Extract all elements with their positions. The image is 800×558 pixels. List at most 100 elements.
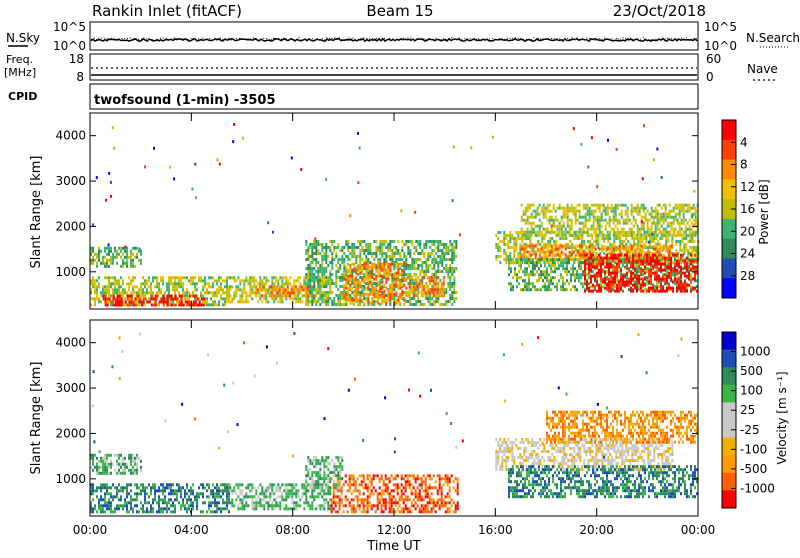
- data-cell: [535, 213, 537, 216]
- data-cell: [181, 304, 183, 307]
- data-cell: [632, 278, 634, 281]
- data-cell: [644, 266, 646, 269]
- data-cell: [178, 285, 180, 288]
- data-cell: [669, 213, 671, 216]
- data-cell: [552, 282, 554, 285]
- data-cell: [614, 290, 616, 293]
- data-cell: [655, 225, 657, 228]
- data-cell: [618, 254, 620, 257]
- data-cell: [455, 297, 457, 300]
- data-cell: [570, 267, 572, 270]
- data-cell: [103, 298, 105, 301]
- data-cell: [343, 252, 345, 255]
- data-cell: [297, 300, 299, 303]
- data-cell: [96, 469, 98, 472]
- data-cell: [608, 263, 610, 266]
- data-cell: [433, 300, 435, 303]
- data-cell: [683, 234, 685, 237]
- data-cell: [158, 303, 160, 306]
- data-cell: [335, 264, 337, 267]
- data-cell: [206, 297, 208, 300]
- data-cell: [134, 463, 136, 466]
- data-cell: [189, 301, 191, 304]
- data-cell: [126, 466, 128, 469]
- data-cell: [549, 204, 551, 207]
- data-cell: [383, 273, 385, 276]
- data-cell: [569, 245, 571, 248]
- data-cell: [615, 237, 617, 240]
- data-cell: [441, 270, 443, 273]
- data-cell: [357, 132, 359, 135]
- data-cell: [592, 270, 594, 273]
- data-cell: [116, 282, 118, 285]
- data-cell: [557, 251, 559, 254]
- data-cell: [596, 290, 598, 293]
- data-cell: [176, 285, 178, 288]
- data-cell: [631, 228, 633, 231]
- data-cell: [401, 246, 403, 249]
- data-cell: [337, 246, 339, 249]
- data-cell: [597, 216, 599, 219]
- data-cell: [499, 246, 501, 249]
- colorbar-tick-label: 20: [740, 224, 755, 238]
- data-cell: [195, 295, 197, 298]
- data-cell: [595, 216, 597, 219]
- data-cell: [546, 270, 548, 273]
- data-cell: [681, 210, 683, 213]
- data-cell: [119, 301, 121, 304]
- data-cell: [128, 469, 130, 472]
- data-cell: [526, 261, 528, 264]
- data-cell: [503, 237, 505, 240]
- data-cell: [239, 288, 241, 291]
- data-cell: [174, 282, 176, 285]
- data-cell: [166, 282, 168, 285]
- data-cell: [307, 297, 309, 300]
- data-cell: [683, 249, 685, 252]
- data-cell: [631, 234, 633, 237]
- data-cell: [329, 249, 331, 252]
- data-cell: [327, 282, 329, 285]
- data-cell: [614, 275, 616, 278]
- data-cell: [415, 246, 417, 249]
- data-cell: [115, 298, 117, 301]
- data-cell: [614, 261, 616, 264]
- data-cell: [666, 270, 668, 273]
- data-cell: [98, 256, 100, 259]
- data-cell: [233, 123, 235, 126]
- data-cell: [621, 204, 623, 207]
- data-cell: [128, 457, 130, 460]
- data-cell: [315, 252, 317, 255]
- data-cell: [381, 281, 383, 284]
- data-cell: [180, 285, 182, 288]
- data-cell: [621, 216, 623, 219]
- data-cell: [642, 269, 644, 272]
- data-cell: [513, 249, 515, 252]
- data-cell: [580, 273, 582, 276]
- data-cell: [409, 240, 411, 243]
- data-cell: [247, 279, 249, 282]
- data-cell: [124, 256, 126, 259]
- data-cell: [325, 243, 327, 246]
- data-cell: [559, 228, 561, 231]
- data-cell: [130, 469, 132, 472]
- data-cell: [682, 267, 684, 270]
- data-cell: [523, 210, 525, 213]
- data-cell: [176, 300, 178, 303]
- data-cell: [514, 273, 516, 276]
- data-cell: [92, 259, 94, 262]
- data-cell: [550, 270, 552, 273]
- data-cell: [627, 210, 629, 213]
- data-cell: [373, 252, 375, 255]
- data-cell: [271, 291, 273, 294]
- data-cell: [385, 299, 387, 302]
- data-cell: [441, 291, 443, 294]
- colorbar-segment: [722, 278, 736, 298]
- data-cell: [669, 210, 671, 213]
- data-cell: [405, 287, 407, 290]
- data-cell: [92, 256, 94, 259]
- data-cell: [582, 285, 584, 288]
- data-cell: [606, 266, 608, 269]
- data-cell: [337, 270, 339, 273]
- data-cell: [415, 261, 417, 264]
- data-cell: [387, 269, 389, 272]
